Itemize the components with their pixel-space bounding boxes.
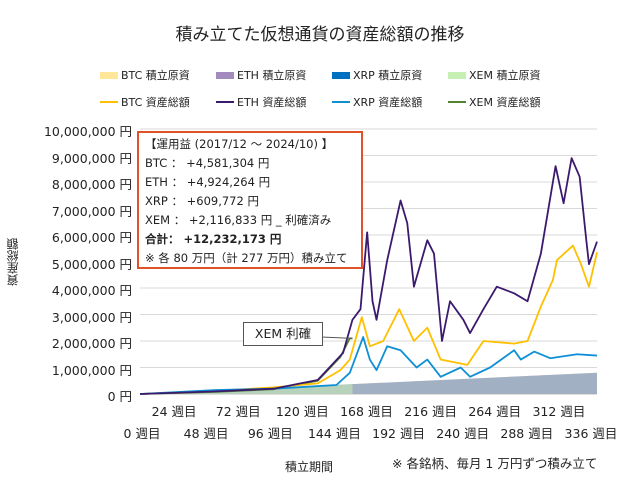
legend-item: ETH 資産総額 <box>216 94 332 110</box>
y-tick-label: 10,000,000 円 <box>43 124 132 139</box>
y-tick-label: 8,000,000 円 <box>51 177 132 192</box>
annotation-total: 合計： +12,232,173 円 <box>145 232 282 246</box>
legend-swatch <box>216 71 234 79</box>
y-tick-label: 5,000,000 円 <box>51 256 132 272</box>
footer-note: ※ 各銘柄、毎月 1 万円ずつ積み立て <box>392 456 598 471</box>
x-tick-label: 192 週目 <box>372 426 425 441</box>
x-tick-label: 0 週目 <box>123 426 161 441</box>
legend-swatch <box>448 71 466 79</box>
legend-item: XEM 資産総額 <box>448 94 564 110</box>
y-tick-label: 0 円 <box>107 389 132 404</box>
x-tick-label: 72 週目 <box>215 404 261 419</box>
x-tick-label: 264 週目 <box>468 404 522 419</box>
legend-swatch <box>332 71 350 79</box>
series-line-xrp <box>139 336 598 395</box>
y-tick-label: 1,000,000 円 <box>51 362 132 378</box>
legend-cost: BTC 積立原資 ETH 積立原資 XRP 積立原資 XEM 積立原資 <box>100 67 564 83</box>
legend-item: ETH 積立原資 <box>216 67 332 83</box>
legend-label: ETH 積立原資 <box>237 69 307 82</box>
y-tick-label: 9,000,000 円 <box>51 150 132 166</box>
legend-swatch <box>100 101 118 103</box>
legend-label: BTC 積立原資 <box>121 69 190 82</box>
x-axis-title: 積立期間 <box>285 460 334 474</box>
x-tick-label: 96 週目 <box>247 426 293 441</box>
legend-item: XRP 資産総額 <box>332 94 448 110</box>
legend-label: XRP 積立原資 <box>353 69 423 82</box>
series-line-eth <box>139 157 598 395</box>
y-tick-label: 7,000,000 円 <box>51 203 132 219</box>
x-tick-label: 168 週目 <box>340 404 393 419</box>
y-tick-label: 2,000,000 円 <box>51 336 132 351</box>
callout-leader-line <box>320 336 353 339</box>
legend-total: BTC 資産総額 ETH 資産総額 XRP 資産総額 XEM 資産総額 <box>100 94 564 110</box>
profit-annotation-box: 【運用益 (2017/12 ～ 2024/10) 】 BTC ： +4,581,… <box>137 131 363 269</box>
legend-item: XRP 積立原資 <box>332 67 448 83</box>
series-line-btc <box>139 244 598 395</box>
x-tick-label: 312 週目 <box>532 404 586 419</box>
legend-label: XRP 資産総額 <box>353 96 423 109</box>
legend-label: XEM 資産総額 <box>469 96 541 109</box>
x-tick-label: 288 週目 <box>500 426 554 441</box>
y-axis-title: 資産総額 <box>6 238 20 286</box>
annotation-eth: ETH ： +4,924,264 円 <box>145 175 271 189</box>
x-tick-label: 144 週目 <box>307 426 361 441</box>
legend-swatch <box>332 101 350 103</box>
chart-title: 積み立てた仮想通貨の資産総額の推移 <box>175 25 465 45</box>
legend-label: BTC 資産総額 <box>121 96 190 109</box>
x-tick-label: 24 週目 <box>151 404 197 419</box>
x-tick-label: 120 週目 <box>275 404 329 419</box>
legend-item: XEM 積立原資 <box>448 67 564 83</box>
legend-swatch <box>448 101 466 103</box>
x-tick-label: 216 週目 <box>404 404 458 419</box>
legend-swatch <box>216 101 234 103</box>
annotation-heading: 【運用益 (2017/12 ～ 2024/10) 】 <box>145 137 334 151</box>
x-tick-label: 48 週目 <box>183 426 229 441</box>
y-tick-label: 3,000,000 円 <box>51 309 132 325</box>
legend-swatch <box>100 71 118 79</box>
legend-label: XEM 積立原資 <box>469 69 541 82</box>
legend-item: BTC 資産総額 <box>100 94 216 110</box>
annotation-footnote: ※ 各 80 万円（計 277 万円）積み立て <box>145 251 348 265</box>
annotation-btc: BTC ： +4,581,304 円 <box>145 156 270 170</box>
x-tick-label: 336 週目 <box>564 426 618 441</box>
annotation-xrp: XRP ： +609,772 円 <box>145 194 259 208</box>
y-tick-label: 4,000,000 円 <box>51 283 132 298</box>
legend-label: ETH 資産総額 <box>237 96 307 109</box>
y-tick-label: 6,000,000 円 <box>51 230 132 245</box>
x-tick-label: 240 週目 <box>436 426 490 441</box>
annotation-xem: XEM ： +2,116,833 円 _ 利確済み <box>145 213 332 227</box>
legend-item: BTC 積立原資 <box>100 67 216 83</box>
xem-callout: XEM 利確 <box>243 322 323 346</box>
